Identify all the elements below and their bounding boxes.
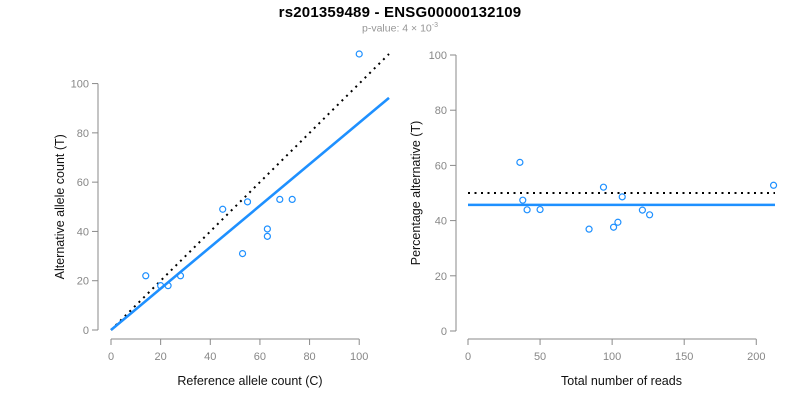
data-point — [157, 282, 165, 290]
y-tick-label: 80 — [77, 128, 89, 140]
x-tick-label: 0 — [108, 351, 114, 363]
data-point — [585, 225, 593, 233]
pvalue-exponent: -3 — [431, 22, 438, 29]
y-tick-label: 100 — [71, 79, 89, 91]
data-point — [238, 250, 247, 258]
data-point — [355, 50, 363, 58]
data-point — [142, 272, 150, 280]
x-tick-label: 100 — [350, 351, 368, 363]
pvalue-text: p-value: 4 × 10 — [362, 22, 432, 35]
data-point — [276, 195, 284, 203]
data-point — [618, 193, 626, 201]
data-point — [638, 206, 646, 214]
data-point — [176, 272, 185, 280]
y-tick-label: 60 — [77, 177, 89, 189]
percentage-plot: 0 50 100 150 200 Total number of reads 0 20 40 60… — [409, 50, 778, 388]
data-point — [523, 206, 531, 214]
y-tick-label: 40 — [77, 226, 89, 238]
data-point — [219, 205, 227, 213]
x-axis-title: Reference allele count (C) — [177, 374, 322, 388]
data-point — [164, 282, 172, 290]
y-tick-label: 40 — [435, 216, 447, 228]
y-tick-label: 0 — [83, 325, 89, 337]
y-tick-label: 80 — [435, 105, 447, 117]
y-tick-label: 100 — [429, 50, 447, 62]
x-tick-label: 50 — [534, 351, 546, 363]
y-axis-title: Alternative allele count (T) — [53, 134, 67, 279]
x-tick-label: 0 — [465, 351, 471, 363]
y-tick-label: 0 — [441, 326, 447, 338]
identity-line — [110, 53, 390, 331]
y-tick-label: 60 — [435, 160, 447, 172]
y-tick-label: 20 — [435, 271, 447, 283]
data-point — [536, 205, 544, 214]
x-tick-label: 80 — [303, 351, 315, 363]
x-tick-label: 200 — [747, 351, 765, 363]
plot-subtitle: p-value: 4 × 10-3 — [0, 22, 800, 35]
data-point — [599, 183, 608, 191]
x-axis-title: Total number of reads — [561, 374, 682, 388]
data-point — [769, 181, 778, 189]
data-point — [646, 211, 654, 219]
data-point — [288, 195, 296, 203]
data-point — [614, 218, 622, 226]
data-point — [516, 158, 524, 166]
x-tick-label: 60 — [254, 351, 266, 363]
allele-counts-plot: 0 20 40 60 80 100 Reference allele count (C) 0 2… — [53, 50, 390, 388]
data-point — [243, 198, 252, 206]
fit-line — [110, 96, 390, 331]
x-tick-label: 20 — [155, 351, 167, 363]
x-tick-label: 100 — [603, 351, 621, 363]
data-point — [609, 223, 618, 231]
data-point — [263, 232, 271, 240]
data-point — [519, 196, 527, 204]
y-axis-title: Percentage alternative (T) — [409, 121, 423, 266]
plot-title: rs201359489 - ENSG00000132109 — [278, 4, 522, 21]
data-point — [263, 225, 271, 233]
x-tick-label: 150 — [675, 351, 693, 363]
y-tick-label: 20 — [77, 276, 89, 288]
x-tick-label: 40 — [204, 351, 216, 363]
